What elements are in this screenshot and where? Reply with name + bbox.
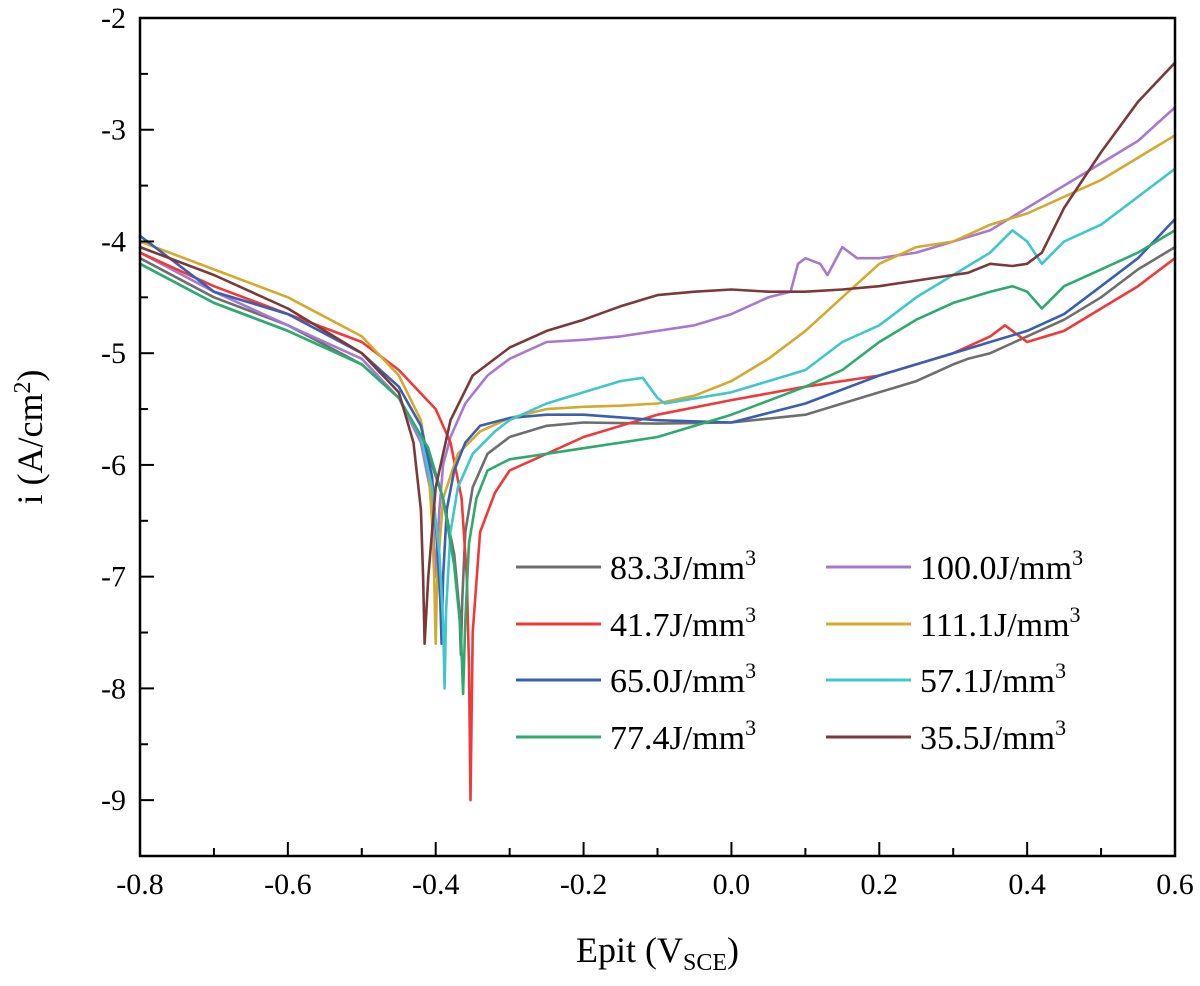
legend-label-6: 77.4J/mm3 bbox=[610, 715, 756, 757]
y-axis-title-superscript: 2 bbox=[10, 382, 36, 394]
x-axis-title: Epit (VSCE) bbox=[576, 930, 739, 976]
x-axis-title-main: Epit (V bbox=[576, 930, 683, 970]
series-line-0 bbox=[138, 245, 1177, 657]
legend-label-4: 65.0J/mm3 bbox=[610, 658, 756, 700]
x-axis-title-subscript: SCE bbox=[683, 950, 727, 976]
y-tick-label: -4 bbox=[101, 225, 126, 258]
y-axis-title-main: i (A/cm bbox=[10, 394, 50, 505]
x-tick-label: -0.6 bbox=[264, 868, 312, 901]
y-axis-title: i (A/cm2) bbox=[10, 370, 50, 505]
x-tick-label: 0.0 bbox=[713, 868, 751, 901]
series-line-6 bbox=[138, 229, 1177, 696]
series-line-5 bbox=[138, 167, 1177, 690]
y-axis-title-end: ) bbox=[10, 370, 50, 382]
axis-ticks: -0.8 -0.6 -0.4 -0.2 0.0 0.2 0.4 0.6 -9 -8 -7 -6 -5 -4… bbox=[101, 2, 1194, 901]
legend-label-2: 41.7J/mm3 bbox=[610, 602, 756, 644]
x-tick-label: 0.2 bbox=[861, 868, 899, 901]
series-line-4 bbox=[138, 217, 1177, 646]
x-axis-title-end: ) bbox=[727, 930, 739, 970]
y-tick-label: -8 bbox=[101, 672, 126, 705]
x-tick-label: 0.4 bbox=[1008, 868, 1046, 901]
x-tick-label: -0.2 bbox=[560, 868, 608, 901]
legend-label-5: 57.1J/mm3 bbox=[920, 658, 1066, 700]
legend-label-7: 35.5J/mm3 bbox=[920, 715, 1066, 757]
series-line-2 bbox=[138, 251, 1177, 802]
y-tick-label: -2 bbox=[101, 2, 126, 35]
legend-label-0: 83.3J/mm3 bbox=[610, 545, 756, 587]
series-line-7 bbox=[138, 61, 1177, 646]
x-tick-label: -0.8 bbox=[116, 868, 164, 901]
y-tick-label: -3 bbox=[101, 114, 126, 147]
x-tick-label: -0.4 bbox=[412, 868, 460, 901]
y-tick-label: -5 bbox=[101, 337, 126, 370]
series-line-1 bbox=[138, 106, 1177, 579]
legend: 83.3J/mm3 100.0J/mm3 41.7J/mm3 111.1J/mm3 65… bbox=[516, 545, 1083, 757]
series-layer bbox=[138, 61, 1177, 802]
legend-label-3: 111.1J/mm3 bbox=[920, 602, 1081, 644]
y-tick-label: -7 bbox=[101, 561, 126, 594]
y-tick-label: -6 bbox=[101, 449, 126, 482]
y-tick-label: -9 bbox=[101, 784, 126, 817]
legend-label-1: 100.0J/mm3 bbox=[920, 545, 1083, 587]
x-tick-label: 0.6 bbox=[1156, 868, 1194, 901]
